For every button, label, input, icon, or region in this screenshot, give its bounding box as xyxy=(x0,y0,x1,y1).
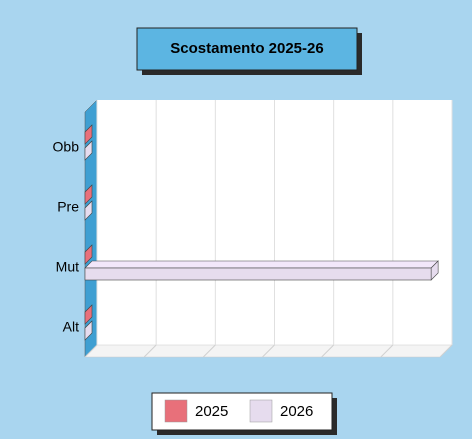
floor-grid-line xyxy=(143,344,157,358)
legend-swatch xyxy=(164,399,188,423)
y-tick-label: Alt xyxy=(63,319,79,335)
legend-label: 2026 xyxy=(280,403,313,420)
bar xyxy=(84,320,93,341)
bar-front xyxy=(84,267,432,281)
bar-end xyxy=(84,140,93,161)
y-tick-label: Obb xyxy=(53,139,80,155)
bar xyxy=(84,124,93,145)
bar xyxy=(84,260,439,281)
floor-grid-line xyxy=(202,344,216,358)
floor-grid-line xyxy=(84,344,98,358)
bar-end xyxy=(84,320,93,341)
floor-grid-line xyxy=(262,344,275,358)
bar xyxy=(84,200,93,221)
bar xyxy=(84,244,93,265)
bar-end xyxy=(84,184,93,205)
bar xyxy=(84,304,93,325)
floor-grid-line xyxy=(321,344,335,358)
floor-grid-line xyxy=(380,344,394,358)
bar xyxy=(84,140,93,161)
title-box xyxy=(136,27,358,71)
chart-title: Scostamento 2025-26 xyxy=(170,40,323,57)
bar-top xyxy=(84,260,439,269)
legend-swatch xyxy=(249,399,273,423)
legend-label: 2025 xyxy=(195,403,228,420)
bar-end xyxy=(84,124,93,145)
y-tick-label: Pre xyxy=(57,199,79,215)
bar-end xyxy=(84,200,93,221)
y-tick-label: Mut xyxy=(56,259,79,275)
floor-grid-line xyxy=(439,344,453,358)
bar-end xyxy=(84,304,93,325)
bar-end xyxy=(84,244,93,265)
bar xyxy=(84,184,93,205)
